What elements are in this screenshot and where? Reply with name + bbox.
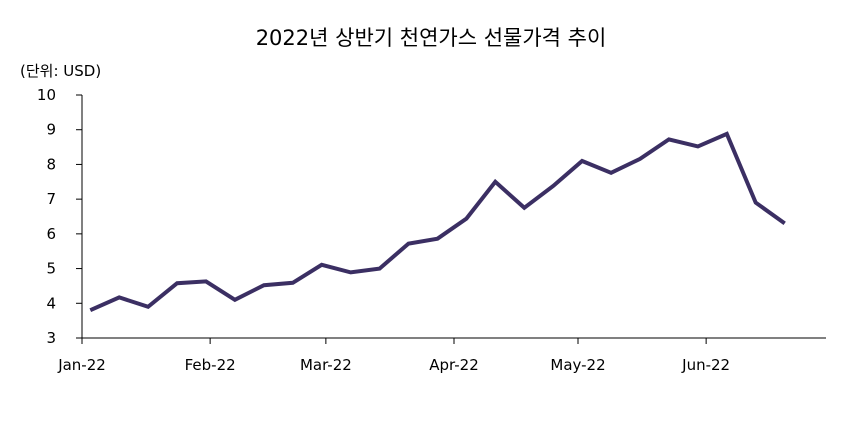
- y-tick-label: 5: [46, 260, 56, 278]
- y-tick-label: 10: [37, 86, 56, 104]
- y-axis: 3 4 5 6 7 8 9 10: [37, 86, 83, 347]
- x-tick-label: Mar-22: [300, 356, 352, 374]
- series-line: [89, 131, 786, 313]
- series-layer: [89, 131, 786, 313]
- x-tick-label: May-22: [550, 356, 605, 374]
- y-tick-label: 9: [46, 121, 56, 139]
- x-tick-label: Jun-22: [681, 356, 730, 374]
- y-tick-label: 4: [46, 294, 56, 312]
- x-tick-label: Jan-22: [57, 356, 106, 374]
- x-tick-label: Feb-22: [185, 356, 236, 374]
- unit-label: (단위: USD): [20, 62, 102, 80]
- y-tick-label: 7: [46, 190, 56, 208]
- y-tick-label: 3: [46, 329, 56, 347]
- chart-title: 2022년 상반기 천연가스 선물가격 추이: [255, 26, 607, 50]
- x-tick-label: Apr-22: [429, 356, 479, 374]
- x-axis: Jan-22 Feb-22 Mar-22 Apr-22 May-22 Jun-22: [57, 337, 826, 374]
- y-tick-label: 6: [46, 225, 56, 243]
- y-tick-label: 8: [46, 155, 56, 173]
